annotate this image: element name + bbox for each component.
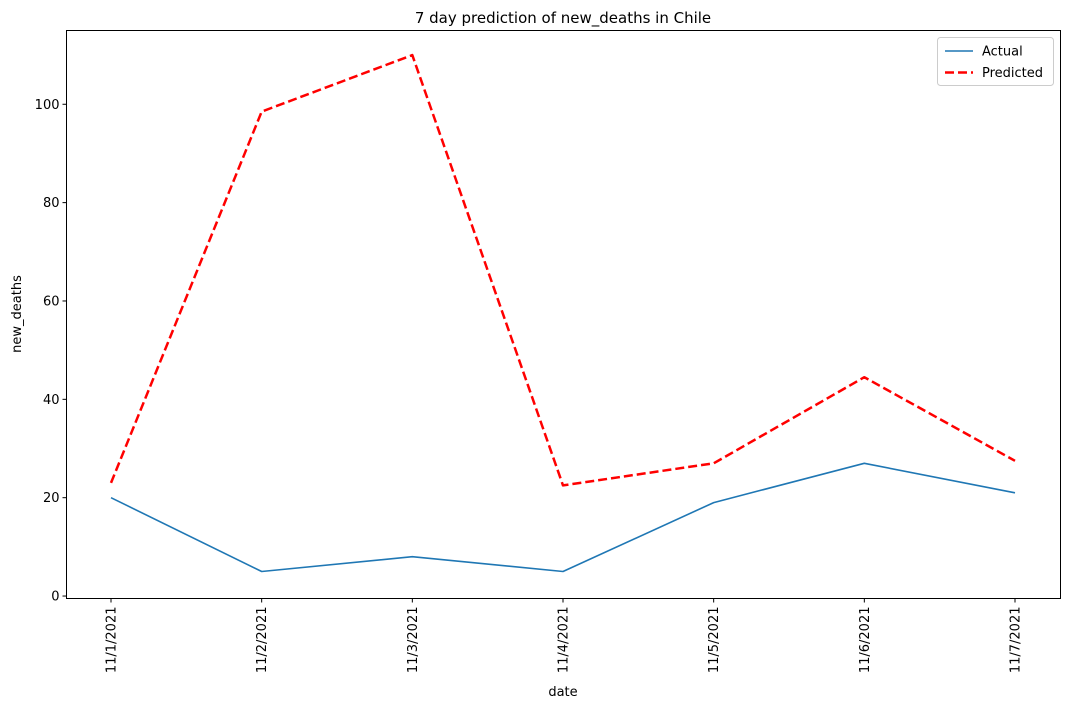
plot-area-frame — [66, 30, 1061, 599]
y-tick-label: 0 — [51, 590, 59, 605]
legend-label-actual: Actual — [982, 45, 1023, 60]
y-axis: 0 20 40 60 80 100 — [35, 98, 67, 605]
x-axis: 11/1/2021 11/2/2021 11/3/2021 11/4/2021 11/5… — [105, 598, 1024, 674]
series-line-predicted — [109, 53, 1016, 487]
legend-label-predicted: Predicted — [982, 66, 1043, 81]
chart-title: 7 day prediction of new_deaths in Chile — [415, 9, 711, 28]
y-tick-label: 80 — [43, 196, 60, 211]
y-tick-label: 100 — [35, 98, 60, 113]
x-tick-label: 11/2/2021 — [255, 607, 270, 674]
x-tick-label: 11/4/2021 — [557, 607, 572, 674]
x-tick-label: 11/5/2021 — [707, 607, 722, 674]
x-tick-label: 11/6/2021 — [858, 607, 873, 674]
x-tick-label: 11/7/2021 — [1009, 607, 1024, 674]
y-tick-label: 20 — [43, 491, 60, 506]
x-tick-label: 11/1/2021 — [105, 607, 120, 674]
x-axis-label: date — [548, 685, 577, 700]
y-tick-label: 40 — [43, 393, 60, 408]
y-axis-label: new_deaths — [10, 275, 25, 353]
series-layer — [109, 53, 1016, 573]
legend: Actual Predicted — [937, 37, 1054, 86]
x-tick-label: 11/3/2021 — [406, 607, 421, 674]
series-line-actual — [110, 462, 1016, 573]
y-tick-label: 60 — [43, 294, 60, 309]
